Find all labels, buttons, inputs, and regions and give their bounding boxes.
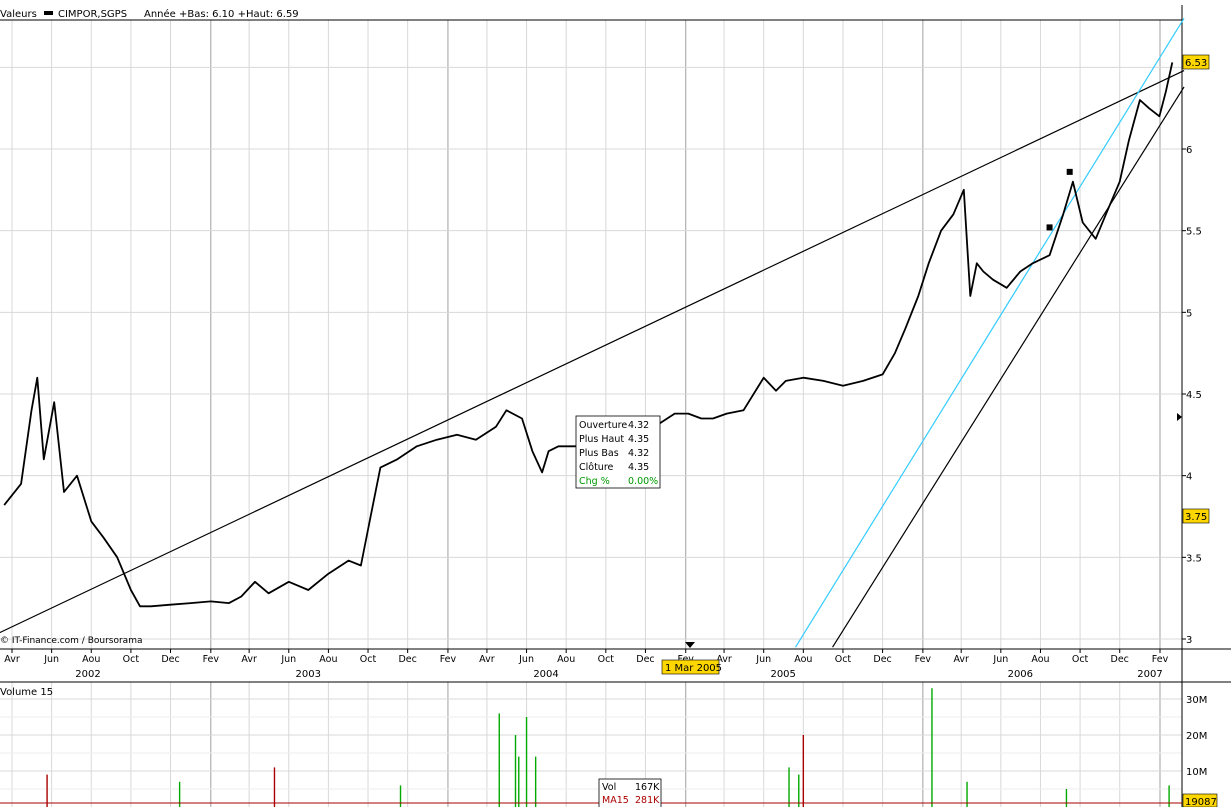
- tooltip-open-label: Ouverture: [579, 420, 627, 431]
- volume-grid: [0, 682, 1182, 807]
- x-tick-label: Fev: [203, 654, 220, 665]
- x-tick-label: Aou: [319, 654, 337, 665]
- x-tick-label: Dec: [161, 654, 179, 665]
- source-label: © IT-Finance.com / Boursorama: [0, 636, 142, 646]
- y-tick-label: 4: [1186, 472, 1192, 483]
- ohlc-tooltip-box: [575, 415, 661, 489]
- x-tick-label: Oct: [1072, 654, 1089, 665]
- volume-tick-label: 20M: [1186, 731, 1207, 742]
- square-markers: [1046, 168, 1073, 231]
- volume-tick-label: 10M: [1186, 767, 1207, 778]
- y-tick-label: 4.5: [1186, 390, 1202, 401]
- year-label: 2004: [533, 669, 558, 680]
- year-label: 2007: [1137, 669, 1162, 680]
- marker-price-badge: [1182, 508, 1210, 524]
- tooltip-high-label: Plus Haut: [579, 434, 624, 445]
- volume-title: Volume 15: [0, 687, 53, 698]
- last-volume-badge: [1182, 793, 1218, 807]
- square-marker: [1066, 168, 1073, 175]
- x-tick-label: Fev: [915, 654, 932, 665]
- ohlc-tooltip: Ouverture 4.32 Plus Haut 4.35 Plus Bas 4…: [575, 415, 661, 489]
- tooltip-vol-value: 167K: [635, 782, 660, 793]
- x-tick-label: Jun: [280, 654, 296, 665]
- x-tick-label: Dec: [873, 654, 891, 665]
- y-tick-label: 6: [1186, 145, 1192, 156]
- y-tick-label: 3: [1186, 635, 1192, 646]
- x-tick-label: Jun: [518, 654, 534, 665]
- volume-bars: [0, 688, 1182, 807]
- x-tick-label: Avr: [4, 654, 20, 665]
- x-tick-label: Fev: [1152, 654, 1169, 665]
- volume-tick-label: 30M: [1186, 695, 1207, 706]
- x-tick-label: Oct: [598, 654, 615, 665]
- year-label: 2006: [1008, 669, 1033, 680]
- x-tick-label: Aou: [557, 654, 575, 665]
- last-price-badge: [1182, 54, 1210, 70]
- x-tick-label: Jun: [43, 654, 59, 665]
- year-stats-label: Année +Bas: 6.10 +Haut: 6.59: [144, 8, 299, 20]
- y-tick-label: 5.5: [1186, 227, 1202, 238]
- volume-tooltip: Vol 167K MA15 281K: [598, 778, 662, 807]
- valeurs-label: Valeurs: [0, 9, 37, 20]
- grid: [0, 20, 1182, 649]
- x-tick-label: Jun: [992, 654, 1008, 665]
- y-axis: 3 3.5 4 4.5 5 5.5 6 10M 20M 30M: [1182, 145, 1207, 778]
- x-tick-label: Fev: [440, 654, 457, 665]
- x-axis: Avr Jun Aou Oct Dec Fev Avr Jun Aou Oct Dec Fev Avr J…: [4, 649, 1169, 680]
- x-tick-label: Oct: [123, 654, 140, 665]
- tooltip-change-label: Chg %: [579, 476, 610, 487]
- marker-price-label: 3.75: [1185, 512, 1207, 523]
- x-tick-label: Avr: [953, 654, 969, 665]
- date-marker-label: 1 Mar 2005: [665, 663, 722, 674]
- tooltip-ma-label: MA15: [602, 795, 629, 806]
- trendlines: [0, 18, 1185, 648]
- x-tick-label: Jun: [755, 654, 771, 665]
- x-tick-label: Aou: [794, 654, 812, 665]
- x-tick-label: Aou: [1031, 654, 1049, 665]
- tooltip-high-value: 4.35: [628, 434, 649, 445]
- x-tick-label: Dec: [1111, 654, 1129, 665]
- tooltip-vol-label: Vol: [602, 782, 616, 793]
- crosshair-arrow-icon: [1177, 413, 1182, 421]
- last-volume-label: 19087: [1185, 797, 1217, 807]
- tooltip-change-value: 0.00%: [628, 476, 658, 487]
- x-tick-label: Avr: [716, 654, 732, 665]
- trendline: [832, 86, 1185, 648]
- series-legend-swatch: [44, 11, 53, 15]
- tooltip-close-value: 4.35: [628, 462, 649, 473]
- tooltip-low-label: Plus Bas: [579, 448, 619, 459]
- price-series: [3, 62, 1174, 608]
- last-price-label: 6.53: [1185, 58, 1207, 69]
- y-tick-label: 3.5: [1186, 553, 1202, 564]
- year-label: 2003: [296, 669, 321, 680]
- x-tick-label: Oct: [835, 654, 852, 665]
- x-tick-label: Oct: [360, 654, 377, 665]
- series-legend-label: CIMPOR,SGPS: [58, 9, 127, 20]
- x-tick-label: Dec: [636, 654, 654, 665]
- x-tick-label: Fev: [678, 654, 695, 665]
- x-tick-label: Dec: [398, 654, 416, 665]
- square-marker: [1046, 224, 1053, 231]
- year-label: 2005: [770, 669, 795, 680]
- tooltip-close-label: Clôture: [579, 462, 614, 473]
- x-tick-label: Avr: [479, 654, 495, 665]
- price-line: [3, 62, 1174, 608]
- x-tick-label: Aou: [82, 654, 100, 665]
- date-pointer-icon: [685, 642, 695, 648]
- trendline: [795, 18, 1185, 648]
- x-tick-label: Avr: [241, 654, 257, 665]
- tooltip-low-value: 4.32: [628, 448, 649, 459]
- y-tick-label: 5: [1186, 308, 1192, 319]
- volume-tooltip-box: [598, 778, 662, 807]
- tooltip-ma-value: 281K: [635, 795, 660, 806]
- trendline: [0, 70, 1185, 634]
- date-marker-badge: [661, 659, 720, 675]
- year-label: 2002: [75, 669, 100, 680]
- tooltip-open-value: 4.32: [628, 420, 649, 431]
